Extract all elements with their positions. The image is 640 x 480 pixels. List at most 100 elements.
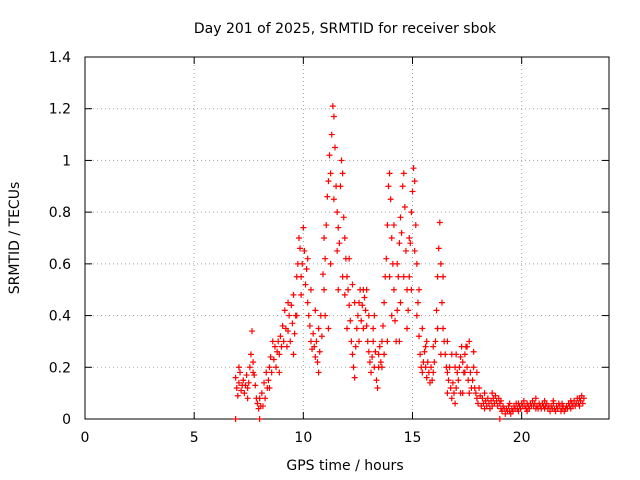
data-point	[432, 338, 439, 345]
data-point	[232, 416, 239, 422]
data-point	[310, 330, 317, 337]
data-point	[434, 273, 441, 280]
data-point	[372, 348, 379, 355]
data-point	[304, 299, 311, 306]
data-point	[396, 338, 403, 345]
data-point	[394, 260, 401, 267]
data-point	[414, 299, 421, 306]
data-point	[430, 369, 437, 376]
data-point	[265, 377, 272, 384]
data-point	[363, 322, 370, 329]
data-point	[306, 322, 313, 329]
data-point	[347, 317, 354, 324]
x-tick-label: 5	[190, 430, 199, 446]
data-point	[380, 322, 387, 329]
data-point	[232, 374, 239, 381]
data-point	[318, 333, 325, 340]
data-point	[437, 351, 444, 358]
data-point	[241, 390, 248, 397]
y-tick-label: 0.6	[49, 257, 71, 273]
data-point	[402, 247, 409, 254]
data-point	[279, 322, 286, 329]
data-point	[444, 369, 451, 376]
data-point	[559, 400, 566, 407]
data-point	[408, 209, 415, 216]
data-point	[280, 338, 287, 345]
data-point	[447, 384, 454, 391]
data-point	[520, 397, 527, 404]
data-point	[331, 144, 338, 151]
data-point	[312, 307, 319, 314]
data-point	[473, 395, 480, 402]
data-point	[250, 359, 257, 366]
data-point	[328, 131, 335, 138]
data-point	[399, 183, 406, 190]
data-point	[286, 312, 293, 319]
data-point	[270, 356, 277, 363]
data-point	[459, 359, 466, 366]
data-point	[276, 351, 283, 358]
y-tick-label: 0.4	[49, 309, 71, 325]
data-point	[288, 302, 295, 309]
data-point	[273, 364, 280, 371]
data-point	[334, 247, 341, 254]
data-point	[428, 364, 435, 371]
data-point	[417, 351, 424, 358]
x-tick-label: 10	[294, 430, 312, 446]
data-point	[345, 286, 352, 293]
data-point	[375, 351, 382, 358]
data-point	[431, 359, 438, 366]
data-point	[550, 397, 557, 404]
data-point	[243, 372, 250, 379]
data-point	[407, 240, 414, 247]
data-point	[354, 312, 361, 319]
data-point	[316, 348, 323, 355]
data-point	[341, 235, 348, 241]
data-point	[287, 338, 294, 345]
data-point	[470, 364, 477, 371]
data-point	[276, 369, 283, 376]
data-point	[446, 364, 453, 371]
data-point	[304, 255, 311, 262]
data-point	[245, 379, 252, 386]
data-point	[356, 338, 363, 345]
data-point	[419, 325, 426, 332]
data-point	[307, 338, 314, 345]
data-point	[435, 245, 442, 252]
data-point	[452, 364, 459, 371]
y-tick-label: 1.2	[49, 102, 71, 118]
y-axis: 0 0.2 0.4 0.6 0.8 1 1.2 1.4	[49, 50, 609, 428]
data-point	[330, 196, 337, 203]
data-point	[378, 338, 385, 345]
data-point	[381, 299, 388, 306]
x-tick-label: 20	[513, 430, 531, 446]
data-point	[470, 348, 477, 355]
data-point	[262, 395, 269, 402]
data-point	[481, 390, 488, 397]
data-point	[278, 343, 285, 350]
data-point	[390, 286, 397, 293]
data-point	[388, 312, 395, 319]
data-point	[400, 273, 407, 280]
data-point	[388, 235, 395, 241]
data-point	[374, 384, 381, 391]
data-point	[476, 384, 483, 391]
data-point	[576, 395, 583, 402]
data-point	[346, 302, 353, 309]
data-point	[344, 325, 350, 332]
x-tick-label: 15	[404, 430, 422, 446]
x-axis-label: GPS time / hours	[286, 458, 403, 474]
data-point	[412, 222, 419, 229]
data-point	[394, 307, 401, 314]
data-point	[464, 364, 471, 371]
data-point	[397, 299, 404, 306]
data-point	[329, 103, 336, 110]
data-point	[454, 369, 461, 376]
data-point	[244, 384, 251, 391]
data-point	[387, 196, 394, 203]
data-point	[377, 359, 384, 366]
data-point	[341, 291, 348, 298]
data-point	[381, 351, 388, 358]
data-point	[335, 224, 342, 231]
